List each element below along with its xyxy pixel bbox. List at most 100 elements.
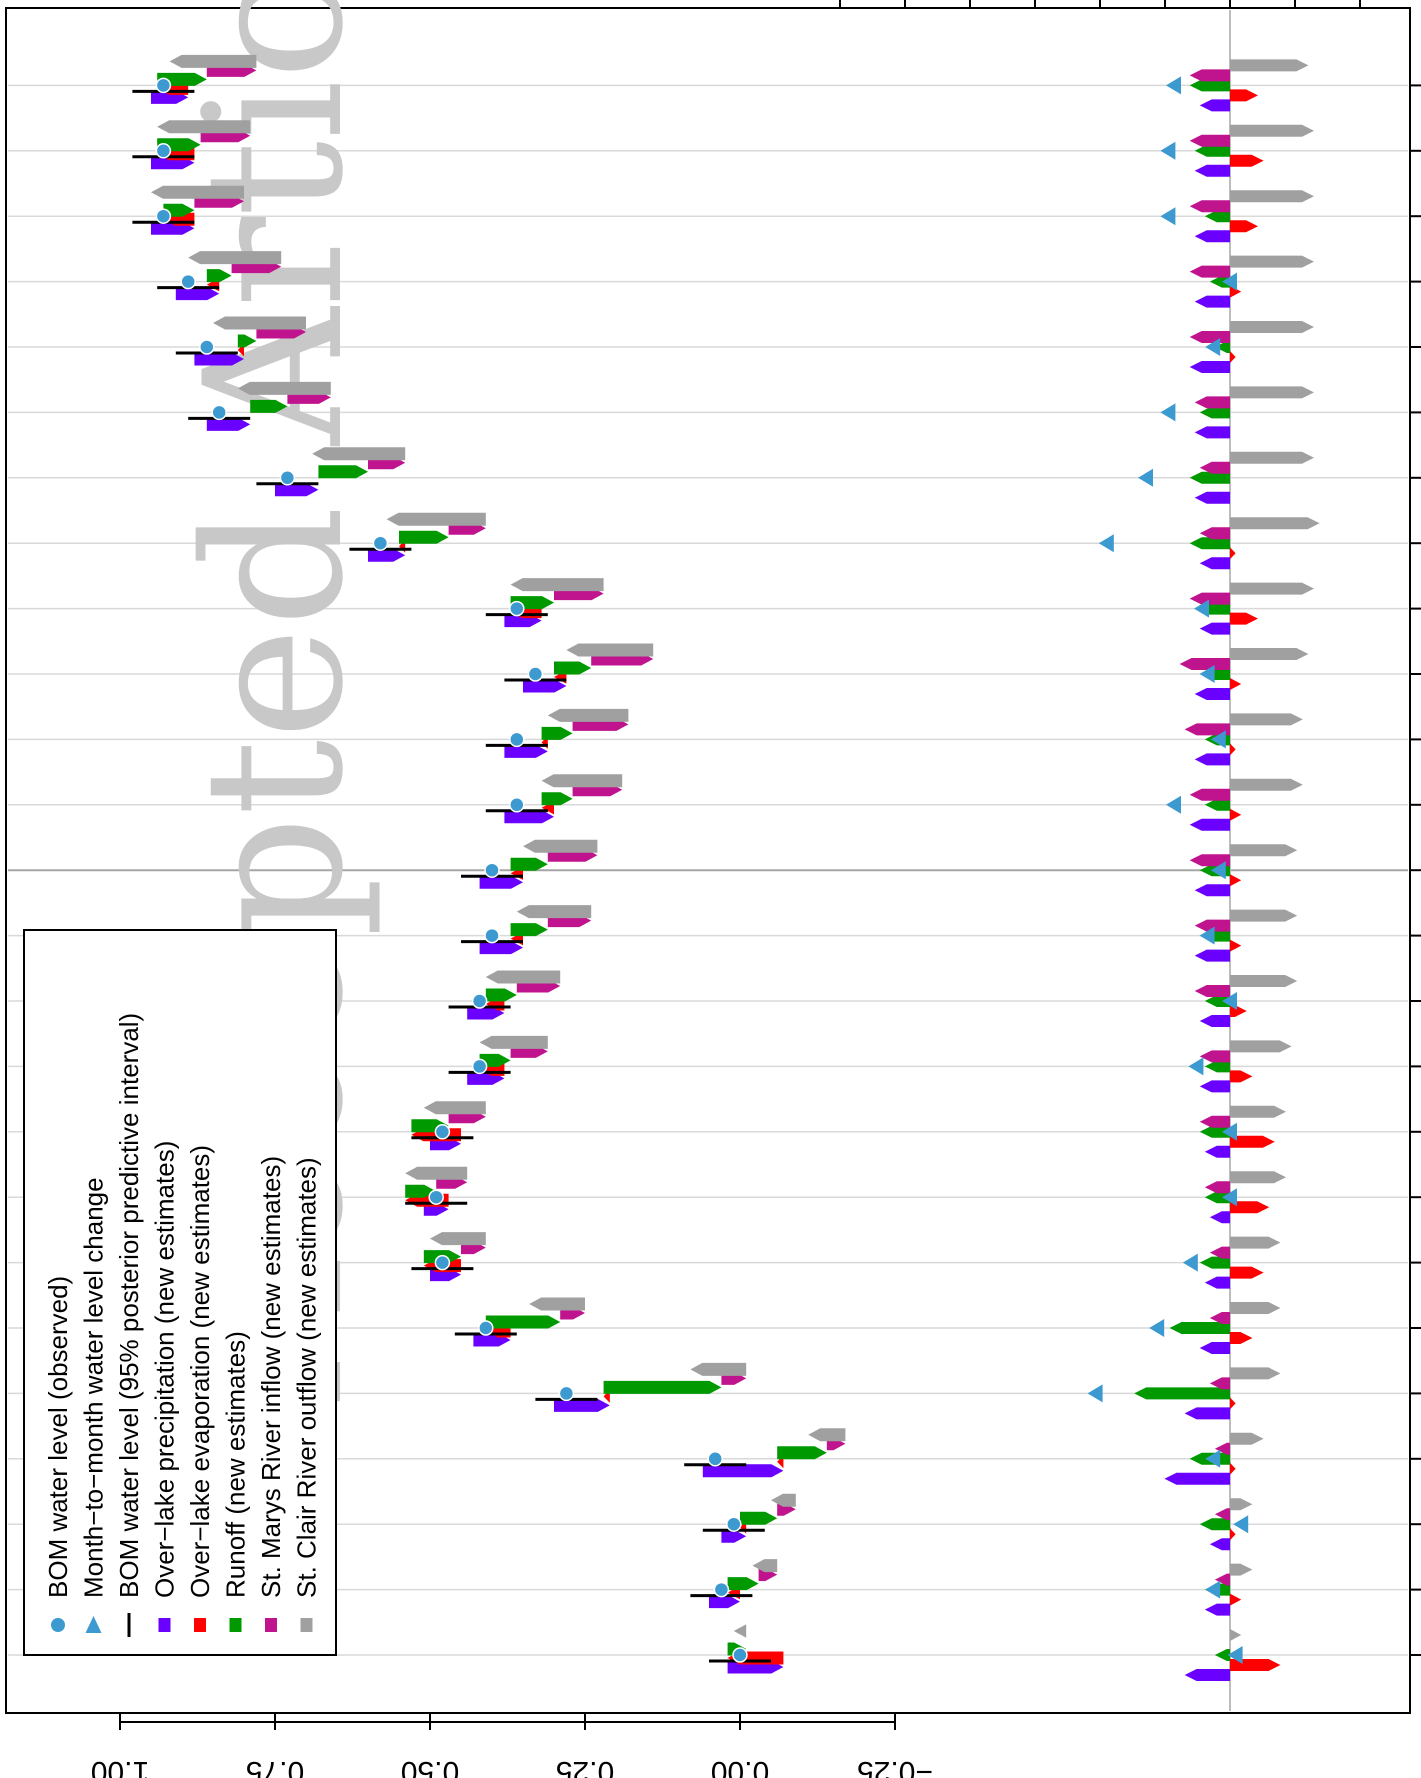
change-component-bar (1184, 723, 1230, 736)
change-component-bar (1194, 753, 1230, 766)
change-component-bar (1230, 1397, 1236, 1410)
legend-square-icon (300, 1618, 313, 1632)
change-component-bar (1194, 919, 1230, 932)
change-component-bar (1214, 1649, 1230, 1661)
change-component-bar (1199, 1080, 1230, 1093)
change-component-bar (1230, 321, 1314, 333)
change-triangle (1222, 1188, 1237, 1207)
component-bar (206, 269, 232, 283)
observed-point (372, 535, 389, 551)
component-bar (504, 744, 548, 758)
change-component-bar (1230, 124, 1314, 137)
observed-point (484, 927, 500, 944)
legend-label: Over−lake precipitation (new estimates) (150, 1141, 180, 1598)
change-component-bar (1194, 884, 1230, 897)
change-component-bar (1194, 230, 1230, 243)
component-bar (702, 1464, 784, 1478)
change-component-bar (1204, 1191, 1230, 1204)
change-triangle (1205, 338, 1221, 356)
change-component-bar (1230, 1367, 1281, 1380)
component-bar (541, 774, 623, 788)
change-component-bar (1199, 557, 1230, 570)
change-component-bar (1230, 909, 1298, 922)
component-bar (163, 203, 195, 217)
change-triangle (1138, 468, 1153, 487)
observed-point (558, 1385, 575, 1402)
change-component-bar (1209, 1211, 1230, 1224)
change-component-bar (1230, 713, 1303, 726)
observed-point (509, 731, 525, 748)
change-component-bar (1199, 1342, 1230, 1354)
component-bar (467, 1006, 505, 1020)
change-component-bar (1189, 788, 1230, 801)
value-axis: −0.25 0.00 0.25 0.50 0.75 1.00 (91, 0, 1421, 1778)
change-triangle (1166, 795, 1181, 814)
change-component-bar (1230, 190, 1314, 203)
change-component-bar (1199, 1125, 1230, 1138)
change-component-bar (1230, 285, 1242, 298)
change-component-bar (1230, 1563, 1253, 1576)
change-component-bar (1230, 59, 1309, 72)
change-triangle (1210, 730, 1226, 749)
change-triangle (1160, 141, 1176, 160)
change-component-bar (1230, 154, 1264, 167)
change-component-bar (1189, 537, 1230, 550)
change-component-bar (1169, 1322, 1230, 1334)
change-component-bar (1230, 220, 1258, 233)
change-component-bar (1189, 265, 1230, 278)
change-component-bar (1184, 1407, 1230, 1420)
change-component-bar (1230, 1135, 1275, 1148)
component-bar (312, 447, 406, 461)
legend-square-icon (194, 1618, 206, 1632)
change-component-bar (1199, 527, 1230, 540)
change-triangle (1199, 926, 1215, 945)
change-component-bar (1194, 985, 1230, 997)
legend-square-icon (265, 1618, 277, 1632)
change-component-bar (1189, 200, 1230, 213)
component-bar (485, 988, 517, 1002)
component-bar (275, 483, 319, 497)
change-component-bar (1230, 678, 1242, 690)
legend-entry: St. Marys River inflow (new estimates) (256, 1156, 286, 1632)
change-component-bar (1230, 874, 1242, 887)
change-triangle (1098, 534, 1114, 553)
change-component-bar (1230, 844, 1298, 857)
change-component-bar (1194, 144, 1230, 157)
observed-point (211, 404, 227, 421)
change-triangle (1194, 599, 1209, 618)
legend-label: Month−to−month water level change (79, 1177, 109, 1598)
component-bar (237, 381, 331, 395)
change-component-bar (1199, 1015, 1230, 1027)
axis-tick-label: 0.00 (711, 1755, 769, 1778)
legend-entry: BOM water level (95% posterior predictiv… (114, 1013, 144, 1637)
legend-triangle-icon (85, 1616, 102, 1633)
component-bar (423, 1101, 486, 1115)
change-component-bar (1230, 1070, 1253, 1083)
change-component-bar (1230, 1105, 1286, 1118)
change-component-bar (1230, 351, 1236, 363)
component-bar (188, 251, 282, 265)
component-bar (721, 1529, 747, 1543)
change-triangle (1160, 403, 1176, 422)
observed-point (180, 273, 196, 290)
change-component-bar (1164, 1472, 1230, 1485)
change-component-bar (1230, 1266, 1264, 1279)
water-level-panel (132, 54, 846, 1674)
change-component-bar (1189, 69, 1230, 82)
component-bar (237, 334, 257, 348)
component-bar (479, 875, 523, 889)
change-component-bar (1209, 1246, 1230, 1259)
change-component-bar (1230, 547, 1236, 560)
change-component-bar (1194, 396, 1230, 409)
component-bar (541, 792, 573, 806)
component-bar (709, 1595, 740, 1609)
observed-point (471, 993, 488, 1009)
component-bar (603, 1380, 722, 1394)
change-component-bar (1214, 1442, 1230, 1455)
change-triangle (1149, 1319, 1165, 1337)
plot-frame (5, 7, 1411, 1714)
component-bar (213, 316, 306, 330)
component-bar (479, 1053, 511, 1067)
legend-label: St. Clair River outflow (new estimates) (292, 1157, 322, 1598)
